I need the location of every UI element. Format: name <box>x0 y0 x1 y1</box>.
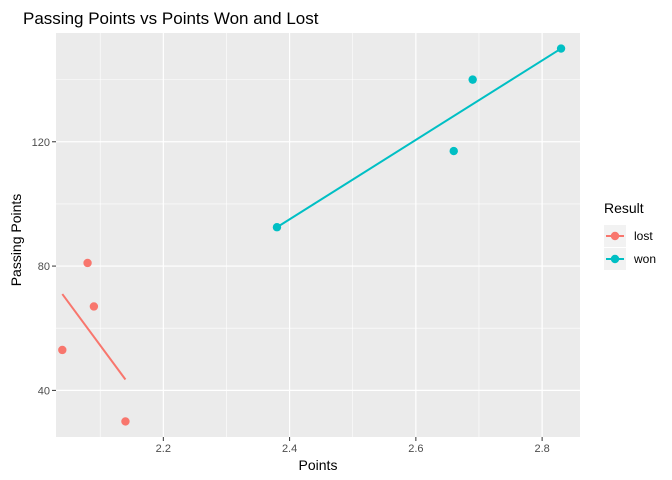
legend-title: Result <box>604 200 644 216</box>
y-tick-label: 120 <box>32 137 50 149</box>
x-tick-label: 2.6 <box>408 443 423 455</box>
x-tick-label: 2.2 <box>156 443 171 455</box>
point-lost <box>121 417 130 426</box>
point-lost <box>58 345 67 355</box>
point-won <box>272 223 282 232</box>
y-tick-label: 40 <box>38 385 50 397</box>
grid-major <box>56 33 580 437</box>
legend-key-point-lost <box>610 231 620 241</box>
chart-title: Passing Points vs Points Won and Lost <box>23 9 319 28</box>
y-axis-title: Passing Points <box>8 194 24 287</box>
fit-line-lost <box>61 293 127 381</box>
x-tick-label: 2.4 <box>282 443 297 455</box>
point-lost <box>89 302 99 311</box>
x-tick-label: 2.8 <box>534 443 549 455</box>
plot-panel <box>56 33 580 437</box>
legend-label-lost: lost <box>634 229 653 243</box>
point-won <box>468 75 477 84</box>
x-axis-ticks: 2.2 2.4 2.6 2.8 <box>156 437 550 455</box>
x-axis-title: Points <box>299 457 338 473</box>
y-tick-label: 80 <box>38 261 50 273</box>
data-points <box>58 44 566 426</box>
legend-label-won: won <box>633 252 656 266</box>
point-won <box>556 44 566 53</box>
legend: Result lost won <box>604 200 656 270</box>
legend-key-point-won <box>610 254 620 264</box>
point-won <box>449 146 458 156</box>
fit-lines <box>61 47 562 381</box>
point-lost <box>83 258 92 268</box>
y-axis-ticks: 40 80 120 <box>32 137 56 397</box>
fit-line-won <box>276 47 562 229</box>
